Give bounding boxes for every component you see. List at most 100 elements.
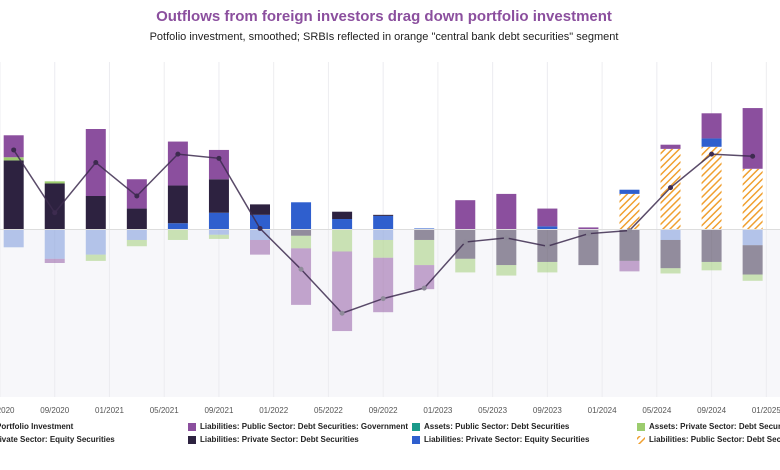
bar-segment	[85, 196, 106, 230]
legend-swatch	[637, 436, 645, 444]
bar-segment	[126, 208, 147, 230]
bar-segment	[742, 274, 763, 281]
bar-segment	[85, 254, 106, 261]
bar-segment	[373, 229, 394, 240]
bar-segment	[701, 146, 722, 230]
bar-segment	[660, 229, 681, 240]
line-point	[544, 243, 550, 249]
legend-swatch	[412, 436, 420, 444]
bar-segment	[496, 265, 517, 276]
bar-segment	[167, 141, 188, 186]
legend-label: Liabilities: Private Sector: Equity Secu…	[424, 435, 590, 444]
legend-label: Assets: Private Sector: Equity Securitie…	[0, 435, 115, 444]
chart-title: Outflows from foreign investors drag dow…	[156, 8, 612, 25]
bar-segment	[373, 239, 394, 258]
bar-segment	[373, 215, 394, 230]
bar-segment	[291, 235, 312, 249]
bar-segment	[537, 261, 558, 273]
bar-segment	[496, 193, 517, 230]
x-tick-label: 05/2022	[314, 406, 343, 415]
bar-segment	[332, 251, 353, 332]
bar-segment	[332, 229, 353, 252]
line-point	[503, 235, 509, 241]
bar-segment	[455, 258, 476, 273]
bar-segment	[208, 179, 229, 213]
line-point	[298, 266, 304, 272]
x-tick-label: 01/2025	[752, 406, 780, 415]
bar-segment	[3, 135, 24, 158]
bar-segment	[291, 229, 312, 236]
line-point	[52, 210, 58, 216]
x-tick-label: 05/2021	[150, 406, 179, 415]
bar-segment	[44, 183, 65, 230]
bar-segment	[619, 260, 640, 272]
bar-segment	[3, 160, 24, 230]
bar-segment	[414, 228, 435, 230]
bar-segment	[660, 144, 681, 149]
bar-segment	[414, 265, 435, 290]
bar-segment	[44, 181, 65, 184]
bar-segment	[44, 229, 65, 259]
bar-segment	[701, 261, 722, 271]
line-point	[380, 296, 386, 302]
line-point	[421, 285, 427, 291]
bar-segment	[578, 227, 599, 230]
bar-segment	[208, 234, 229, 239]
line-point	[11, 147, 17, 153]
line-point	[175, 151, 181, 157]
bar-segment	[660, 239, 681, 269]
bar-segment	[44, 258, 65, 263]
x-tick-label: 05/2023	[478, 406, 507, 415]
bar-segment	[250, 239, 270, 255]
legend-label: Assets: Private Sector: Debt Securities	[649, 422, 780, 431]
bar-segment	[742, 168, 763, 230]
line-point	[462, 239, 468, 245]
bar-segment	[208, 149, 229, 180]
legend-swatch	[188, 423, 196, 431]
legend-swatch	[412, 423, 420, 431]
bar-segment	[291, 248, 312, 305]
legend-label: Liabilities: Public Sector: Debt Securit…	[649, 435, 780, 444]
bar-segment	[742, 245, 763, 275]
line-point	[709, 151, 715, 157]
line-point	[216, 155, 222, 161]
bar-segment	[167, 229, 188, 240]
bar-segment	[3, 229, 24, 248]
bar-segment	[742, 108, 763, 169]
x-tick-label: 01/2021	[95, 406, 124, 415]
line-point	[626, 228, 632, 234]
x-tick-label: 09/2020	[40, 406, 69, 415]
bar-segment	[414, 229, 435, 240]
bar-segment	[291, 202, 312, 230]
bar-segment	[742, 229, 763, 246]
bar-segment	[332, 219, 353, 230]
line-point	[585, 231, 591, 237]
legend-label: Liabilities: Public Sector: Debt Securit…	[200, 422, 408, 431]
x-tick-label: 01/2024	[588, 406, 617, 415]
x-tick-label: 05/2024	[642, 406, 671, 415]
bar-segment	[701, 113, 722, 139]
bar-segment	[167, 223, 188, 230]
legend-label: Portfolio Investment	[0, 422, 74, 431]
line-point	[257, 225, 263, 231]
bar-segment	[250, 204, 270, 215]
line-point	[750, 153, 756, 159]
x-tick-label: 01/2023	[423, 406, 452, 415]
bar-segment	[496, 229, 517, 266]
x-tick-label: 05/2020	[0, 406, 15, 415]
bar-segment	[578, 229, 599, 266]
legend-swatch	[188, 436, 196, 444]
legend-label: Assets: Public Sector: Debt Securities	[424, 422, 570, 431]
line-point	[93, 160, 99, 165]
bar-segment	[660, 268, 681, 274]
x-tick-label: 09/2023	[533, 406, 562, 415]
x-tick-label: 09/2021	[204, 406, 233, 415]
bar-segment	[208, 229, 229, 235]
legend-label: Liabilities: Private Sector: Debt Securi…	[200, 435, 359, 444]
bar-segment	[414, 239, 435, 266]
bar-segment	[3, 157, 24, 161]
bar-segment	[701, 229, 722, 262]
bar-segment	[250, 229, 270, 240]
bar-segment	[85, 229, 106, 255]
